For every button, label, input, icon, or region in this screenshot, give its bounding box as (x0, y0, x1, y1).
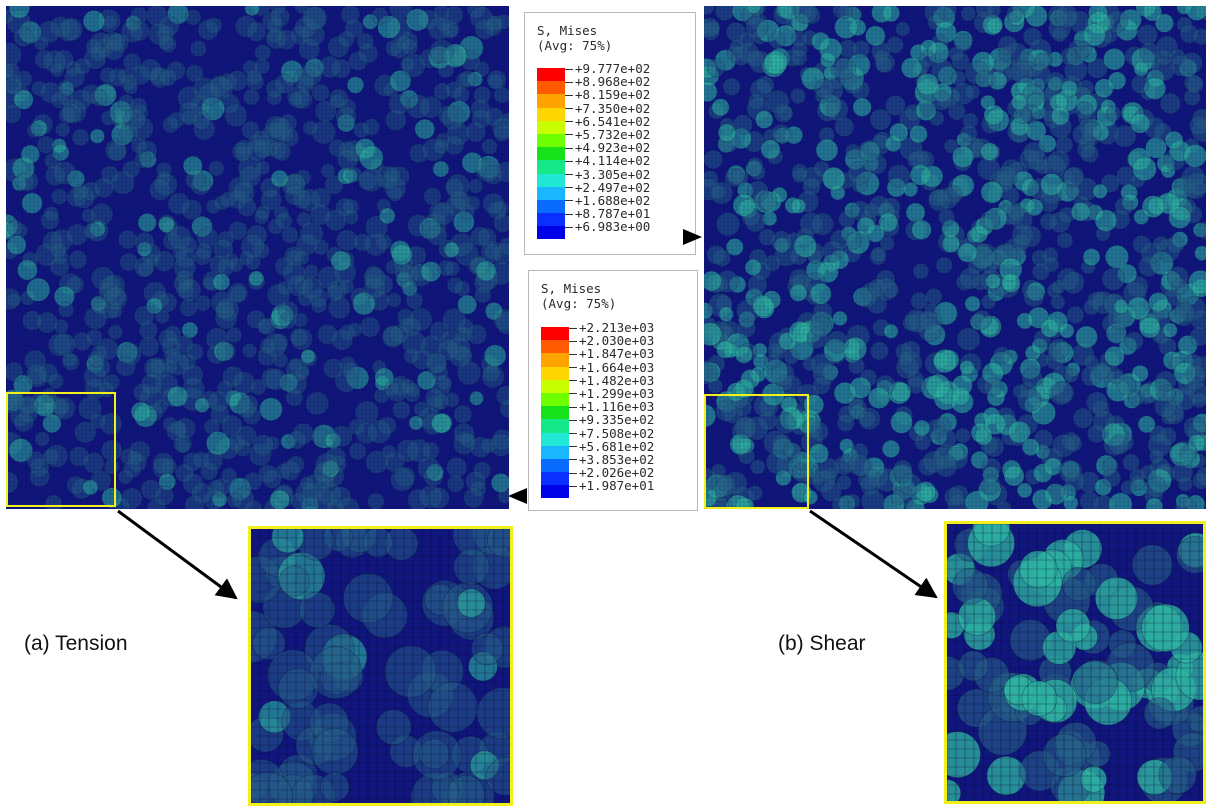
shear-zoom-mesh (947, 524, 1203, 801)
legend-swatch (541, 366, 569, 380)
legend-tick-label: +5.681e+02 (569, 439, 654, 453)
legend-swatch (541, 419, 569, 433)
legend-swatch (537, 81, 565, 95)
legend-tick-label: +6.541e+02 (565, 115, 650, 128)
legend-tick-label: +1.688e+02 (565, 194, 650, 207)
tension-zoom-arrow (117, 509, 238, 600)
legend-tick-label: +8.968e+02 (565, 75, 650, 88)
legend-swatch (541, 472, 569, 486)
legend-swatch (537, 147, 565, 161)
legend-tick-label: +2.497e+02 (565, 180, 650, 194)
legend-swatch (541, 392, 569, 407)
tension-zoom-inset (248, 526, 513, 806)
legend-pointer-tension-arrow (508, 488, 527, 504)
legend-swatch (537, 120, 565, 134)
legend-tension: S, Mises (Avg: 75%) +9.777e+02 +8.968e+02… (524, 12, 696, 255)
shear-zoom-arrow (809, 509, 938, 599)
legend-tick-label: +2.030e+03 (569, 334, 654, 347)
shear-zoom-inset (944, 521, 1206, 804)
legend-tick-label: +2.213e+03 (569, 321, 654, 334)
legend-swatch (541, 485, 569, 499)
legend-tick-label: +5.732e+02 (565, 128, 650, 141)
legend-swatch (537, 68, 565, 82)
legend-tick-label: +1.299e+03 (569, 387, 654, 400)
caption-tension: (a) Tension (24, 632, 128, 655)
legend-tick-label: +3.853e+02 (569, 453, 654, 466)
legend-colorbar (541, 327, 569, 499)
legend-tick-labels: +9.777e+02 +8.968e+02 +8.159e+02 +7.350e+02… (565, 62, 650, 233)
tension-mesh-plot (6, 6, 509, 509)
legend-tick-label: +3.305e+02 (565, 167, 650, 181)
shear-stress-field (704, 6, 1206, 509)
legend-tick-label: +8.787e+01 (565, 207, 650, 220)
legend-swatch (537, 186, 565, 200)
legend-title-variable: S, Mises (537, 23, 598, 38)
legend-swatch (537, 160, 565, 174)
legend-tick-label: +1.987e+01 (569, 479, 654, 492)
legend-tick-label: +7.508e+02 (569, 426, 654, 440)
legend-tick-label: +6.983e+00 (565, 220, 650, 233)
legend-swatch (541, 406, 569, 420)
legend-swatch (537, 213, 565, 227)
tension-zoom-region-box (6, 392, 116, 507)
legend-tick-label: +8.159e+02 (565, 88, 650, 102)
tension-stress-field (6, 6, 509, 509)
legend-tick-label: +1.664e+03 (569, 360, 654, 374)
legend-tick-label: +9.335e+02 (569, 413, 654, 427)
legend-title-averaging: (Avg: 75%) (541, 296, 617, 311)
legend-swatch (541, 379, 569, 393)
legend-swatch (537, 133, 565, 148)
legend-title: S, Mises (Avg: 75%) (541, 281, 616, 311)
legend-tick-label: +7.350e+02 (565, 101, 650, 115)
legend-swatch (537, 173, 565, 187)
legend-title: S, Mises (Avg: 75%) (537, 23, 612, 53)
caption-shear: (b) Shear (778, 632, 866, 655)
legend-tick-label: +2.026e+02 (569, 466, 654, 479)
legend-swatch (537, 94, 565, 108)
legend-tick-label: +1.116e+03 (569, 400, 654, 413)
shear-mesh-plot (704, 6, 1206, 509)
legend-swatch (541, 327, 569, 341)
legend-tick-labels: +2.213e+03 +2.030e+03 +1.847e+03 +1.664e+03… (569, 321, 654, 492)
legend-title-averaging: (Avg: 75%) (537, 38, 613, 53)
legend-swatch (541, 353, 569, 367)
legend-tick-label: +4.923e+02 (565, 141, 650, 154)
legend-tick-label: +4.114e+02 (565, 154, 650, 168)
shear-zoom-region-box (704, 394, 809, 509)
legend-swatch (541, 458, 569, 473)
legend-tick-label: +1.847e+03 (569, 347, 654, 361)
legend-title-variable: S, Mises (541, 281, 602, 296)
legend-swatch (541, 340, 569, 354)
legend-swatch (537, 226, 565, 240)
legend-swatch (537, 107, 565, 121)
legend-tick-label: +9.777e+02 (565, 62, 650, 75)
legend-tick-label: +1.482e+03 (569, 374, 654, 387)
legend-colorbar (537, 68, 565, 240)
legend-swatch (541, 432, 569, 446)
legend-shear: S, Mises (Avg: 75%) +2.213e+03 +2.030e+03… (528, 270, 698, 511)
legend-swatch (537, 199, 565, 214)
legend-swatch (541, 445, 569, 459)
tension-zoom-mesh (251, 529, 510, 803)
